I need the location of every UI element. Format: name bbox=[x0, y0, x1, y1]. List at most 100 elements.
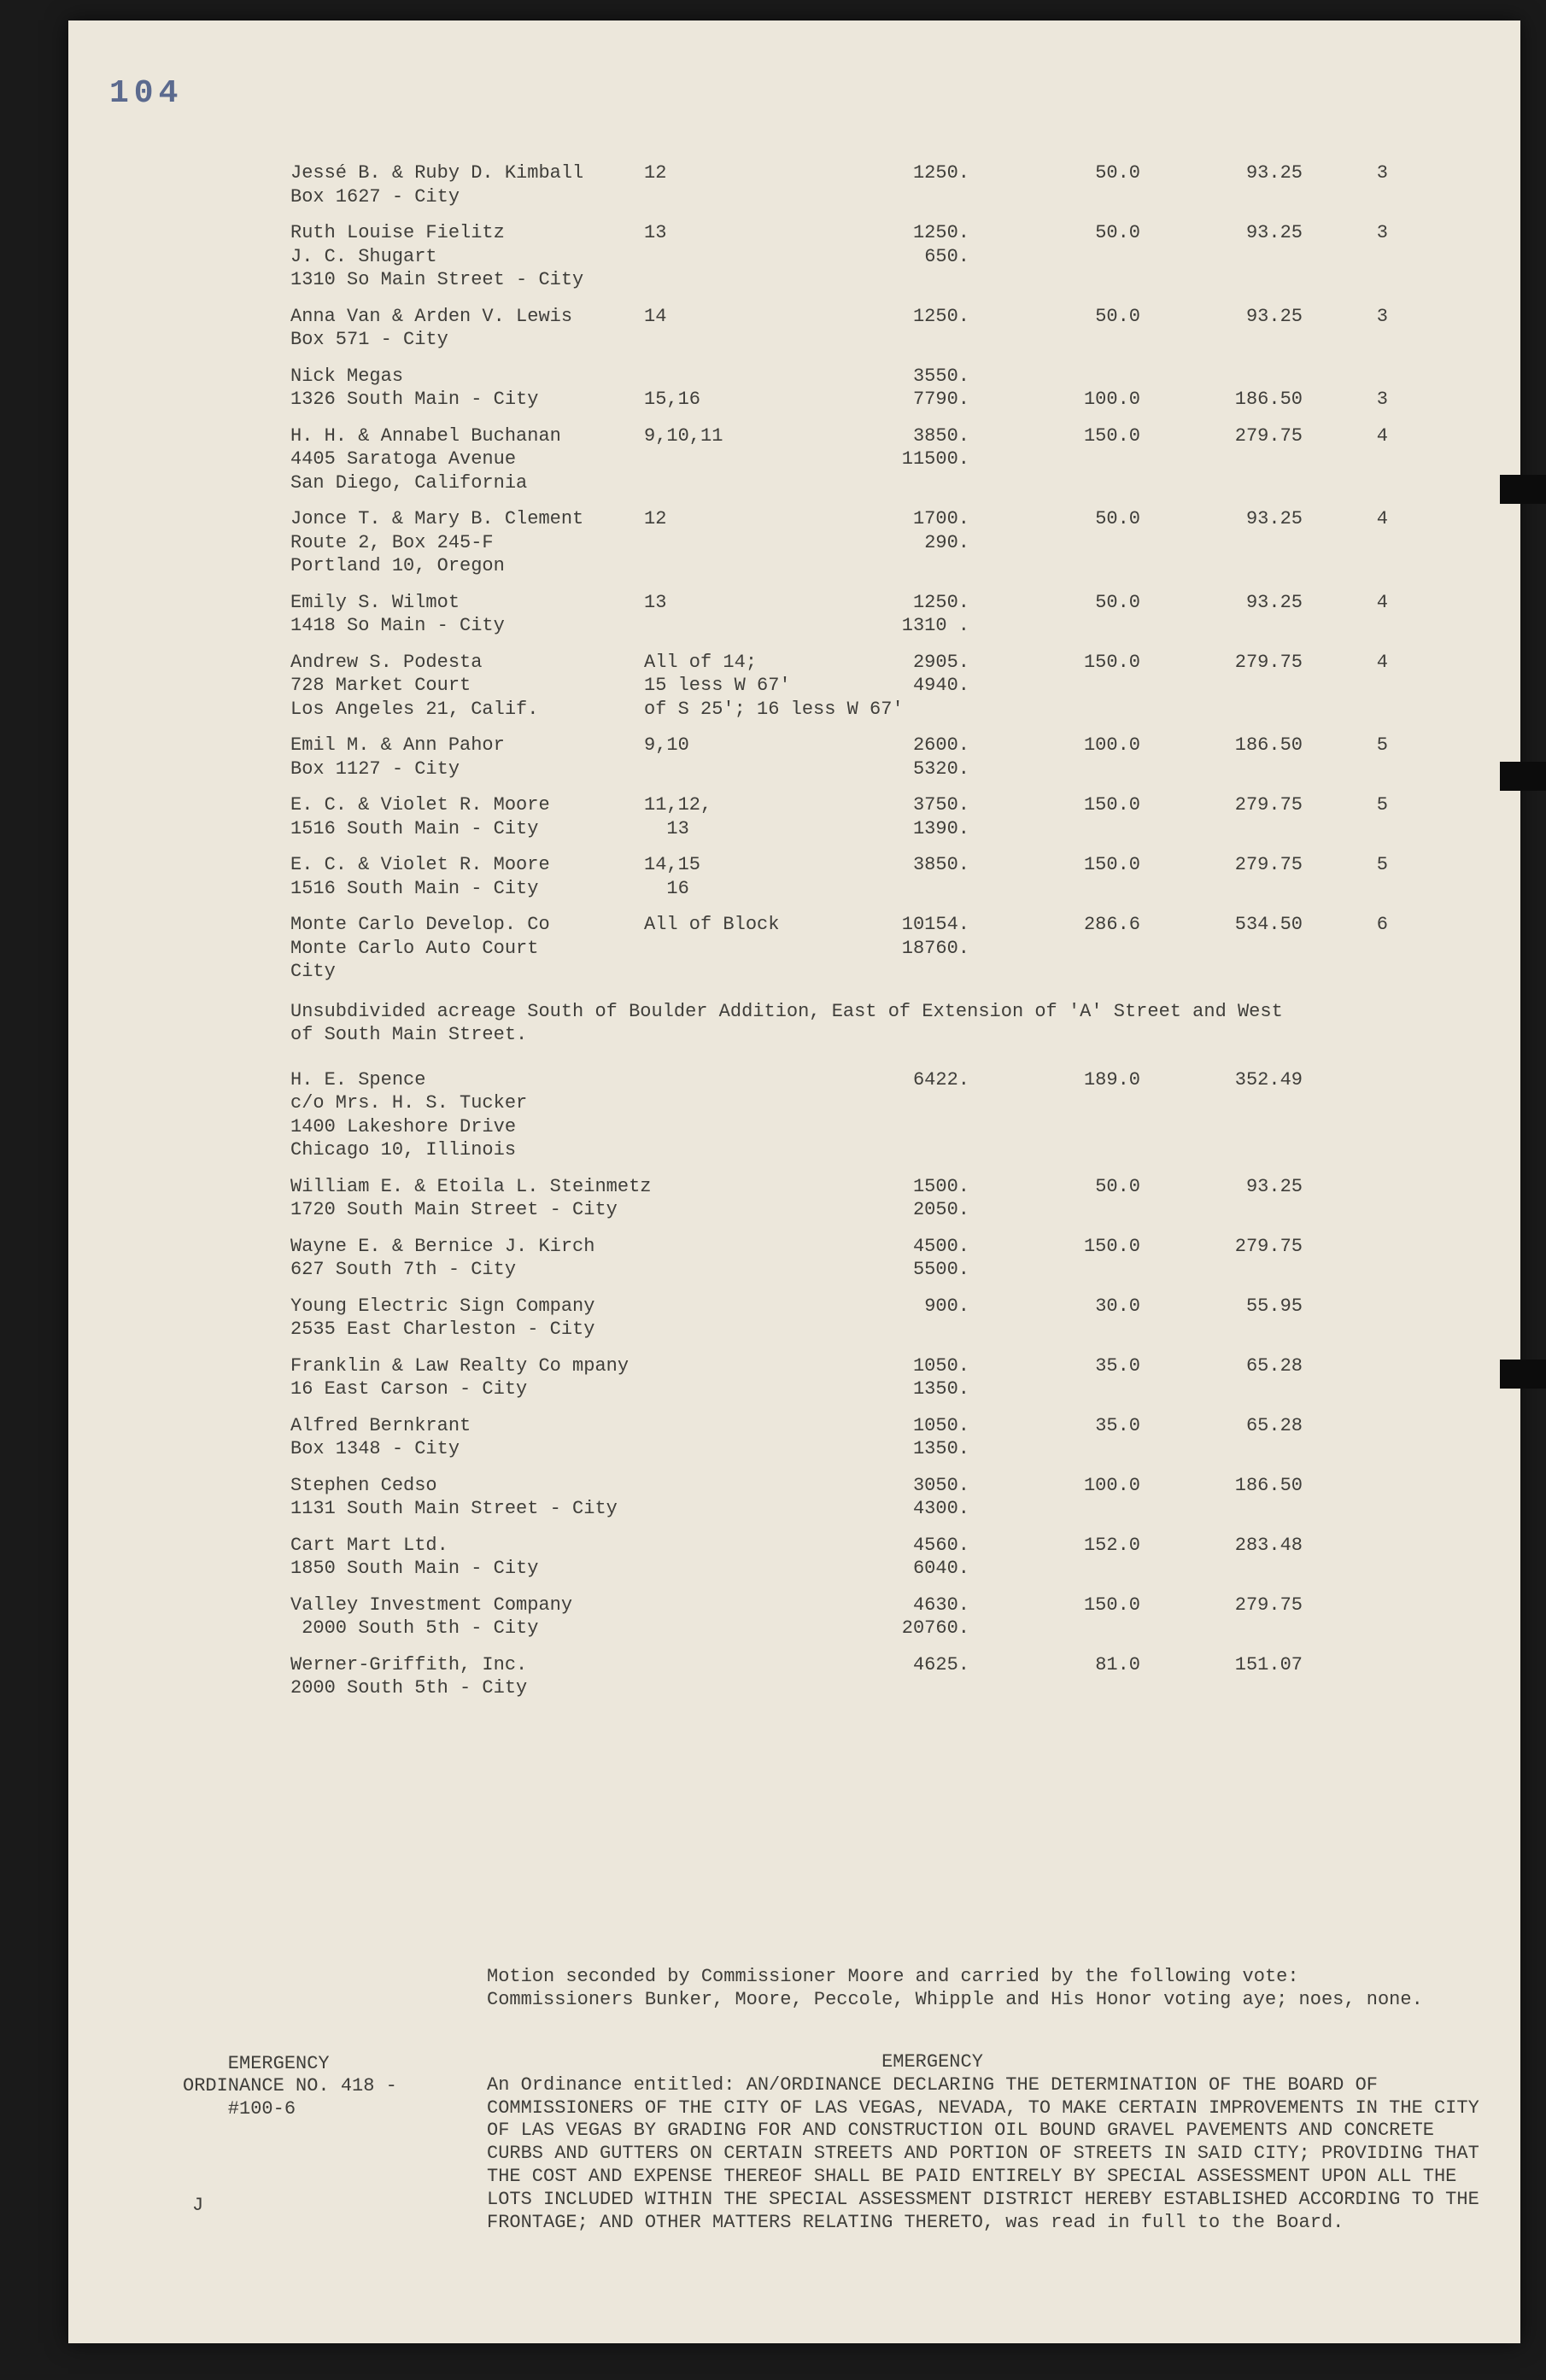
spacer bbox=[290, 1056, 1435, 1068]
spacer bbox=[290, 494, 1435, 507]
value-col-4 bbox=[1320, 471, 1388, 495]
value-col-2 bbox=[995, 185, 1166, 209]
value-col-4 bbox=[1320, 1175, 1388, 1199]
value-col-4: 5 bbox=[1320, 793, 1388, 817]
assessment-row-unsub: 1720 South Main Street - City2050. bbox=[290, 1198, 1435, 1222]
value-col-3: 93.25 bbox=[1166, 305, 1320, 329]
value-col-3 bbox=[1166, 1557, 1320, 1581]
lot-number: of S 25'; 16 less W 67' bbox=[641, 698, 820, 722]
value-col-4: 5 bbox=[1320, 853, 1388, 877]
value-col-4 bbox=[1320, 1258, 1388, 1282]
assessment-row: Emil M. & Ann Pahor9,102600.100.0186.505 bbox=[290, 734, 1435, 757]
assessment-row: 1516 South Main - City 16 bbox=[290, 877, 1435, 901]
owner-name: Emil M. & Ann Pahor bbox=[290, 734, 641, 757]
owner-name: 627 South 7th - City bbox=[290, 1258, 820, 1282]
value-col-2: 152.0 bbox=[995, 1534, 1166, 1558]
lot-number: 16 bbox=[641, 877, 820, 901]
lot-number: 15,16 bbox=[641, 388, 820, 412]
value-col-3 bbox=[1166, 1497, 1320, 1521]
owner-name: 1850 South Main - City bbox=[290, 1557, 820, 1581]
value-col-2 bbox=[995, 1318, 1166, 1342]
value-col-2: 81.0 bbox=[995, 1653, 1166, 1677]
value-col-2 bbox=[995, 1198, 1166, 1222]
value-col-3: 186.50 bbox=[1166, 1474, 1320, 1498]
owner-name: Cart Mart Ltd. bbox=[290, 1534, 820, 1558]
assessment-row-unsub: Franklin & Law Realty Co mpany1050.35.06… bbox=[290, 1354, 1435, 1378]
value-col-3 bbox=[1166, 1198, 1320, 1222]
owner-name: Jonce T. & Mary B. Clement bbox=[290, 507, 641, 531]
value-col-1: 1390. bbox=[820, 817, 995, 841]
spacer bbox=[290, 984, 1435, 997]
value-col-4: 4 bbox=[1320, 507, 1388, 531]
value-col-2 bbox=[995, 1091, 1166, 1115]
lot-number bbox=[641, 960, 820, 984]
assessment-row-unsub: 2000 South 5th - City20760. bbox=[290, 1617, 1435, 1640]
owner-name: Franklin & Law Realty Co mpany bbox=[290, 1354, 820, 1378]
lot-number bbox=[641, 185, 820, 209]
value-col-3: 534.50 bbox=[1166, 913, 1320, 937]
value-col-2 bbox=[995, 1138, 1166, 1162]
value-col-4 bbox=[1320, 1318, 1388, 1342]
owner-name: 4405 Saratoga Avenue bbox=[290, 447, 641, 471]
owner-name: Ruth Louise Fielitz bbox=[290, 221, 641, 245]
value-col-2: 50.0 bbox=[995, 1175, 1166, 1199]
binder-tab bbox=[1500, 475, 1546, 504]
value-col-2 bbox=[995, 245, 1166, 269]
value-col-3 bbox=[1166, 1377, 1320, 1401]
value-col-4 bbox=[1320, 1676, 1388, 1700]
value-col-4 bbox=[1320, 1653, 1388, 1677]
page-number: 104 bbox=[109, 73, 183, 114]
assessment-row: Monte Carlo Auto Court18760. bbox=[290, 937, 1435, 961]
assessment-row-unsub: Wayne E. & Bernice J. Kirch4500.150.0 27… bbox=[290, 1235, 1435, 1259]
value-col-2 bbox=[995, 698, 1166, 722]
spacer bbox=[290, 1342, 1435, 1354]
value-col-4: 4 bbox=[1320, 591, 1388, 615]
value-col-4 bbox=[1320, 817, 1388, 841]
assessment-row: H. H. & Annabel Buchanan9,10,113850.150.… bbox=[290, 424, 1435, 448]
value-col-2 bbox=[995, 365, 1166, 389]
lot-number bbox=[641, 365, 820, 389]
value-col-4 bbox=[1320, 1497, 1388, 1521]
lot-number: 13 bbox=[641, 817, 820, 841]
value-col-4 bbox=[1320, 1617, 1388, 1640]
lot-number bbox=[641, 328, 820, 352]
lot-number bbox=[641, 447, 820, 471]
value-col-1: 1250. bbox=[820, 161, 995, 185]
value-col-4 bbox=[1320, 185, 1388, 209]
value-col-1: 4630. bbox=[820, 1593, 995, 1617]
owner-name: 2535 East Charleston - City bbox=[290, 1318, 820, 1342]
assessment-row: Box 1627 - City bbox=[290, 185, 1435, 209]
owner-name: Nick Megas bbox=[290, 365, 641, 389]
value-col-2: 35.0 bbox=[995, 1354, 1166, 1378]
value-col-2: 286.6 bbox=[995, 913, 1166, 937]
owner-name: San Diego, California bbox=[290, 471, 641, 495]
value-col-3: 352.49 bbox=[1166, 1068, 1320, 1092]
assessment-row-unsub: c/o Mrs. H. S. Tucker bbox=[290, 1091, 1435, 1115]
assessment-row: Emily S. Wilmot131250.50.093.254 bbox=[290, 591, 1435, 615]
value-col-3: 279.75 bbox=[1166, 853, 1320, 877]
value-col-4: 4 bbox=[1320, 424, 1388, 448]
value-col-1: 3850. bbox=[820, 424, 995, 448]
value-col-1: 4500. bbox=[820, 1235, 995, 1259]
value-col-2 bbox=[995, 1497, 1166, 1521]
value-col-3 bbox=[1166, 1115, 1320, 1139]
assessment-row: Anna Van & Arden V. Lewis141250.50.093.2… bbox=[290, 305, 1435, 329]
value-col-2 bbox=[995, 268, 1166, 292]
value-col-4 bbox=[1320, 877, 1388, 901]
assessment-row: Ruth Louise Fielitz131250.50.093.253 bbox=[290, 221, 1435, 245]
value-col-4 bbox=[1320, 1068, 1388, 1092]
value-col-4 bbox=[1320, 365, 1388, 389]
value-col-1: 1350. bbox=[820, 1377, 995, 1401]
value-col-3 bbox=[1166, 937, 1320, 961]
assessment-row-unsub: William E. & Etoila L. Steinmetz1500.50.… bbox=[290, 1175, 1435, 1199]
owner-name: 1516 South Main - City bbox=[290, 877, 641, 901]
owner-name: Andrew S. Podesta bbox=[290, 651, 641, 675]
assessment-row-unsub: Cart Mart Ltd.4560.152.0283.48 bbox=[290, 1534, 1435, 1558]
value-col-4 bbox=[1320, 268, 1388, 292]
value-col-1 bbox=[820, 1138, 995, 1162]
value-col-1 bbox=[820, 554, 995, 578]
owner-name: H. H. & Annabel Buchanan bbox=[290, 424, 641, 448]
value-col-1: 18760. bbox=[820, 937, 995, 961]
value-col-3: 279.75 bbox=[1166, 651, 1320, 675]
value-col-1: 1700. bbox=[820, 507, 995, 531]
